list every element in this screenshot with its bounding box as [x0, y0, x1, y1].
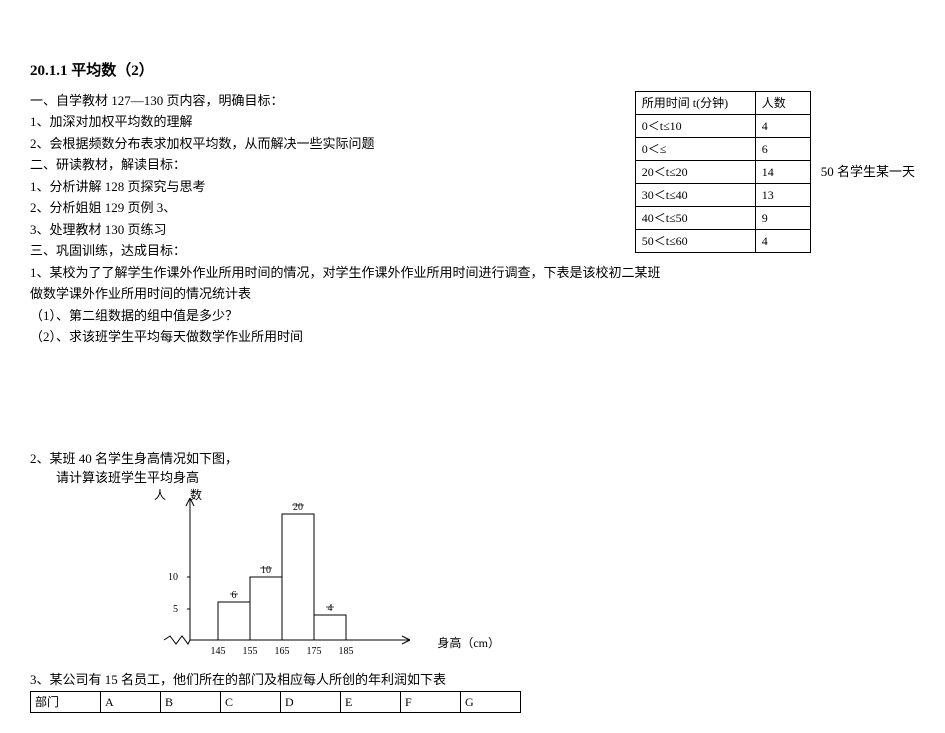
table-row: 30＜t≤4013: [635, 183, 810, 206]
page-title: 20.1.1 平均数（2）: [30, 60, 915, 83]
bar-label: 20: [293, 502, 303, 513]
cell: 50＜t≤60: [635, 229, 755, 252]
main-content: 一、自学教材 127—130 页内容，明确目标： 1、加深对加权平均数的理解 2…: [30, 91, 915, 347]
cell: 30＜t≤40: [635, 183, 755, 206]
q3-line: 3、某公司有 15 名员工，他们所在的部门及相应每人所创的年利润如下表: [30, 670, 915, 690]
spacer: [30, 349, 915, 439]
bar: [250, 577, 282, 640]
axis-break-icon: [164, 636, 190, 644]
question-2: 2、某班 40 名学生身高情况如下图， 请计算该班学生平均身高 人 数 身高（c…: [30, 449, 915, 670]
x-tick: 185: [339, 646, 354, 657]
cell: D: [281, 692, 341, 713]
bar: [218, 602, 250, 640]
chart-svg: 5 10 6 10 20 4 145 155 165: [160, 490, 460, 670]
bar-label: 6: [232, 590, 237, 601]
cell: 0＜t≤10: [635, 114, 755, 137]
side-table-wrap: 所用时间 t(分钟) 人数 0＜t≤104 0＜≤6 20＜t≤2014 30＜…: [635, 91, 915, 253]
bar-label: 4: [328, 603, 333, 614]
cell: 40＜t≤50: [635, 206, 755, 229]
bar: [314, 615, 346, 640]
q2-line1: 2、某班 40 名学生身高情况如下图，: [30, 449, 915, 469]
cell: 9: [755, 206, 810, 229]
side-annotation: 50 名学生某一天: [821, 162, 915, 182]
cell: A: [101, 692, 161, 713]
line: 做数学课外作业所用时间的情况统计表: [30, 284, 915, 304]
line: （2）、求该班学生平均每天做数学作业所用时间: [30, 327, 915, 347]
cell: 20＜t≤20: [635, 160, 755, 183]
y-tick: 5: [173, 604, 178, 615]
cell: 6: [755, 137, 810, 160]
y-tick: 10: [168, 572, 178, 583]
x-tick: 175: [307, 646, 322, 657]
x-tick: 155: [243, 646, 258, 657]
x-tick: 165: [275, 646, 290, 657]
histogram-chart: 人 数 身高（cm） 5 10 6 10 20: [160, 490, 460, 670]
x-tick: 145: [211, 646, 226, 657]
time-frequency-table: 所用时间 t(分钟) 人数 0＜t≤104 0＜≤6 20＜t≤2014 30＜…: [635, 91, 811, 253]
row-header: 部门: [31, 692, 101, 713]
cell: 14: [755, 160, 810, 183]
cell: E: [341, 692, 401, 713]
cell: 13: [755, 183, 810, 206]
table-row: 0＜≤6: [635, 137, 810, 160]
table-row: 20＜t≤2014: [635, 160, 810, 183]
cell: 4: [755, 229, 810, 252]
cell: C: [221, 692, 281, 713]
table-row: 50＜t≤604: [635, 229, 810, 252]
bar: [282, 514, 314, 640]
cell: F: [401, 692, 461, 713]
bar-label: 10: [261, 565, 271, 576]
table-header: 人数: [755, 91, 810, 114]
line: （1）、第二组数据的组中值是多少？: [30, 306, 915, 326]
cell: 4: [755, 114, 810, 137]
x-axis-label: 身高（cm）: [437, 634, 500, 652]
cell: G: [461, 692, 521, 713]
y-axis-label: 人 数: [154, 486, 202, 504]
table-row: 0＜t≤104: [635, 114, 810, 137]
table-header: 所用时间 t(分钟): [635, 91, 755, 114]
table-header-row: 所用时间 t(分钟) 人数: [635, 91, 810, 114]
table-row: 部门 A B C D E F G: [31, 692, 521, 713]
table-row: 40＜t≤509: [635, 206, 810, 229]
cell: 0＜≤: [635, 137, 755, 160]
line: 1、某校为了了解学生作课外作业所用时间的情况，对学生作课外作业所用时间进行调查，…: [30, 263, 915, 283]
department-table: 部门 A B C D E F G: [30, 691, 521, 713]
cell: B: [161, 692, 221, 713]
bars-group: 6 10 20 4: [218, 502, 346, 640]
